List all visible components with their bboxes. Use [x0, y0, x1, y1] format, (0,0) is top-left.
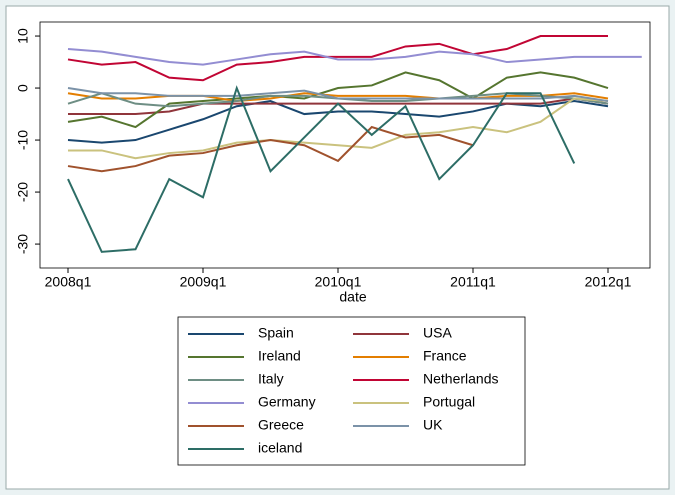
x-tick-label: 2011q1	[450, 274, 496, 290]
legend-label: Ireland	[258, 348, 301, 364]
series-line	[67, 48, 642, 66]
x-tick-label: 2009q1	[180, 274, 227, 290]
x-tick-label: 2008q1	[45, 274, 92, 290]
legend-label: Spain	[258, 325, 294, 341]
series-line	[67, 125, 474, 173]
y-tick-label: 0	[15, 84, 31, 92]
legend-label: iceland	[258, 440, 302, 456]
legend-label: Netherlands	[423, 371, 499, 387]
y-tick-label: -30	[15, 234, 31, 254]
legend-label: Portugal	[423, 394, 475, 410]
x-tick-label: 2010q1	[315, 274, 362, 290]
series-line	[67, 71, 609, 129]
y-tick-label: -10	[15, 130, 31, 150]
series-line	[67, 35, 608, 82]
legend-label: Germany	[258, 394, 316, 410]
legend-label: UK	[423, 417, 443, 433]
y-tick-label: 10	[15, 28, 31, 44]
series-line	[67, 87, 609, 103]
legend-label: USA	[423, 325, 452, 341]
series-line	[68, 97, 609, 160]
legend-label: Italy	[258, 371, 284, 387]
x-axis-label: date	[339, 289, 366, 305]
series-line	[67, 92, 609, 103]
legend-label: France	[423, 348, 467, 364]
legend-label: Greece	[258, 417, 304, 433]
series-line	[67, 85, 576, 253]
x-tick-label: 2012q1	[585, 274, 632, 290]
legend	[177, 316, 526, 466]
y-tick-label: -20	[15, 182, 31, 202]
